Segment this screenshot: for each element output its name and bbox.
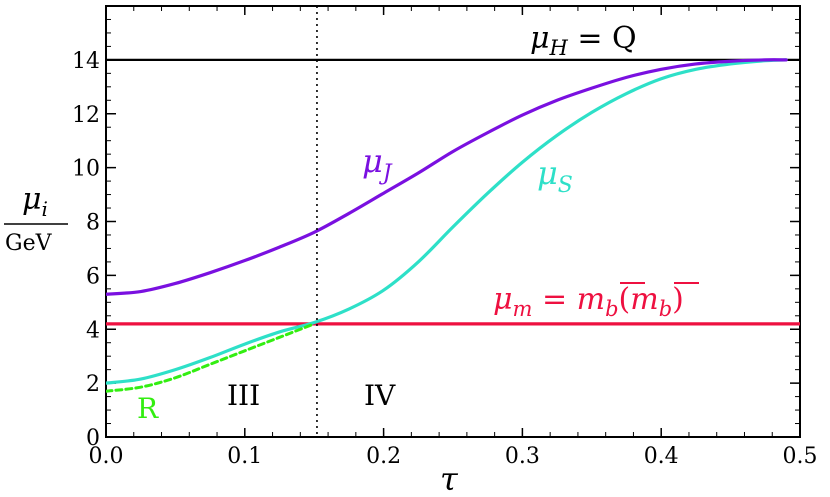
series-line-r [106, 322, 316, 393]
label-mu-s: μS [537, 154, 573, 198]
y-tick-label: 4 [86, 318, 100, 343]
y-tick-label: 6 [86, 264, 100, 289]
y-tick-label: 14 [72, 49, 100, 74]
x-tick-label: 0.5 [783, 444, 818, 469]
series-line-mu-s [106, 58, 788, 385]
series-layer [106, 58, 800, 393]
series-line-mu-j [106, 58, 788, 296]
y-axis-label: μi GeV [4, 182, 68, 256]
y-tick-label: 2 [86, 372, 100, 397]
label-mu-h: μH = Q [530, 21, 637, 60]
x-tick-label: 0.3 [505, 444, 540, 469]
label-mu-m: μm = mb(mb) [493, 282, 699, 321]
region-label-iii: III [227, 379, 260, 412]
x-tick-label: 0.1 [227, 444, 262, 469]
x-axis-ticks: 0.0 0.1 0.2 0.3 0.4 0.5 [89, 6, 818, 469]
x-tick-label: 0.0 [89, 444, 124, 469]
y-tick-label: 10 [72, 157, 100, 182]
svg-text:μm = mb(mb): μm = mb(mb) [493, 282, 684, 321]
svg-text:GeV: GeV [5, 231, 53, 256]
y-tick-label: 8 [86, 211, 100, 236]
y-tick-label: 0 [86, 426, 100, 451]
label-r: R [137, 392, 159, 425]
y-axis-ticks: 0 2 4 6 8 10 12 14 [72, 5, 800, 451]
y-tick-label: 12 [72, 103, 100, 128]
x-tick-label: 0.4 [644, 444, 679, 469]
label-mu-j: μJ [362, 142, 393, 186]
region-label-iv: IV [364, 379, 396, 412]
x-tick-label: 0.2 [366, 444, 401, 469]
x-axis-label: τ [440, 460, 459, 497]
svg-text:μi: μi [22, 182, 48, 221]
